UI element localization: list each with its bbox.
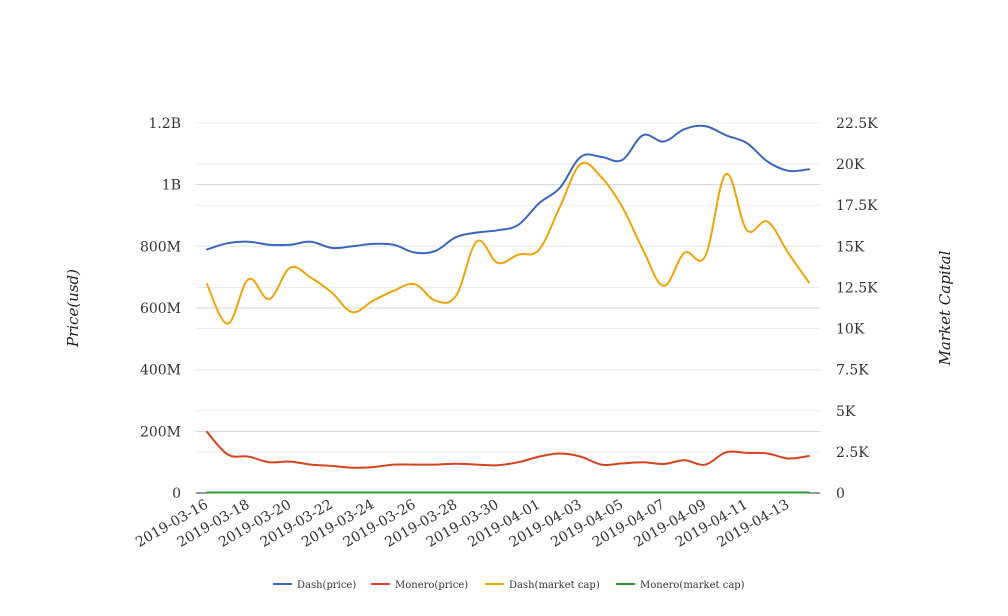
right-tick-label: 22.5K [836, 116, 878, 132]
right-tick-label: 2.5K [836, 445, 869, 461]
legend-label-1: Monero(price) [395, 580, 468, 591]
left-tick-label: 1B [162, 178, 181, 194]
left-tick-label: 600M [140, 301, 181, 317]
right-axis-title: Market Capital [936, 250, 954, 366]
gridlines [196, 122, 820, 453]
legend-label-2: Dash(market cap) [509, 580, 600, 591]
series-lines [206, 124, 810, 494]
right-tick-label: 0 [836, 486, 845, 502]
legend: Dash(price) Monero(price) Dash(market cap)… [273, 580, 745, 591]
left-tick-label: 1.2B [148, 116, 181, 132]
right-tick-label: 10K [836, 322, 865, 338]
left-tick-label: 800M [140, 239, 181, 255]
legend-label-0: Dash(price) [297, 580, 356, 591]
left-tick-label: 400M [140, 363, 181, 379]
series-line-2 [206, 161, 810, 325]
legend-label-3: Monero(market cap) [640, 580, 745, 591]
left-axis-ticks: 0 200M 400M 600M 800M 1B 1.2B [140, 116, 181, 502]
right-tick-label: 5K [836, 404, 856, 420]
left-tick-label: 200M [140, 424, 181, 440]
right-tick-label: 15K [836, 239, 865, 255]
right-tick-label: 12.5K [836, 280, 878, 296]
series-line-1 [206, 430, 810, 469]
right-axis-ticks: 0 2.5K 5K 7.5K 10K 12.5K 15K 17.5K 20K 22.5K [836, 116, 878, 502]
left-axis-title: Price(usd) [64, 269, 82, 348]
right-tick-label: 7.5K [836, 363, 869, 379]
left-tick-label: 0 [172, 486, 181, 502]
series-line-0 [206, 124, 810, 255]
right-tick-label: 17.5K [836, 198, 878, 214]
right-tick-label: 20K [836, 157, 865, 173]
x-axis-ticks: 2019-03-162019-03-182019-03-202019-03-22… [133, 497, 792, 551]
